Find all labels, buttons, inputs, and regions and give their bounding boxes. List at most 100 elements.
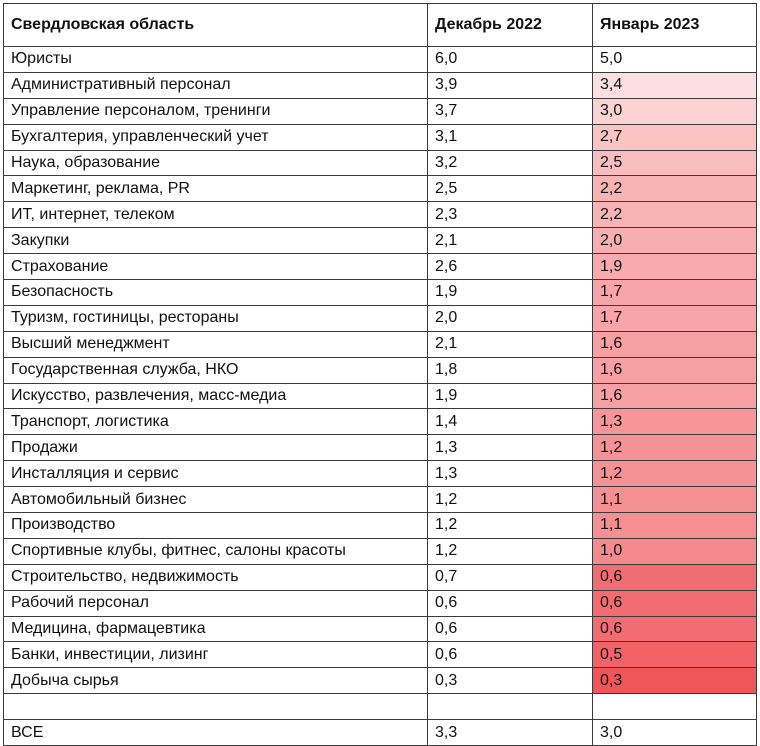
total-row: ВСЕ 3,3 3,0	[3, 719, 757, 746]
january-value: 2,0	[592, 227, 757, 255]
december-value: 0,3	[427, 667, 593, 695]
january-value: 2,2	[592, 175, 757, 203]
january-value: 1,1	[592, 486, 757, 514]
row-label: Рабочий персонал	[3, 589, 428, 617]
table-row: Высший менеджмент 2,1 1,6	[3, 330, 757, 358]
row-label: Юристы	[3, 46, 428, 73]
january-value: 1,0	[592, 537, 757, 565]
row-label: Маркетинг, реклама, PR	[3, 175, 428, 203]
january-value: 0,3	[592, 667, 757, 695]
header-row: Свердловская область Декабрь 2022 Январь…	[3, 3, 757, 47]
december-value: 3,7	[427, 97, 593, 125]
header-december-2022: Декабрь 2022	[427, 3, 593, 47]
january-value: 3,0	[592, 97, 757, 125]
january-value: 1,6	[592, 330, 757, 358]
table-row: Страхование 2,6 1,9	[3, 253, 757, 281]
blank-cell	[427, 693, 593, 721]
row-label: Продажи	[3, 434, 428, 462]
table-row: Административный персонал 3,9 3,4	[3, 71, 757, 99]
blank-cell	[592, 693, 757, 721]
december-value: 1,3	[427, 434, 593, 462]
january-value: 1,2	[592, 460, 757, 488]
row-label: Транспорт, логистика	[3, 408, 428, 436]
december-value: 2,1	[427, 227, 593, 255]
january-value: 3,4	[592, 71, 757, 99]
december-value: 1,2	[427, 537, 593, 565]
table-row: Транспорт, логистика 1,4 1,3	[3, 408, 757, 436]
table-row: Бухгалтерия, управленческий учет 3,1 2,7	[3, 123, 757, 151]
table-row: Автомобильный бизнес 1,2 1,1	[3, 486, 757, 514]
december-value: 3,9	[427, 71, 593, 99]
december-value: 1,4	[427, 408, 593, 436]
row-label: Бухгалтерия, управленческий учет	[3, 123, 428, 151]
row-label: Безопасность	[3, 279, 428, 306]
row-label: Высший менеджмент	[3, 330, 428, 358]
table-row: Юристы 6,0 5,0	[3, 46, 757, 73]
blank-row	[3, 693, 757, 721]
december-value: 0,6	[427, 641, 593, 669]
table-row: ИТ, интернет, телеком 2,3 2,2	[3, 201, 757, 229]
december-value: 1,8	[427, 356, 593, 384]
row-label: Государственная служба, НКО	[3, 356, 428, 384]
december-value: 0,6	[427, 589, 593, 617]
january-value: 0,6	[592, 589, 757, 617]
row-label: Спортивные клубы, фитнес, салоны красоты	[3, 537, 428, 565]
table-row: Маркетинг, реклама, PR 2,5 2,2	[3, 175, 757, 203]
table-row: Банки, инвестиции, лизинг 0,6 0,5	[3, 641, 757, 669]
december-value: 2,3	[427, 201, 593, 229]
row-label: Туризм, гостиницы, рестораны	[3, 304, 428, 332]
row-label: ИТ, интернет, телеком	[3, 201, 428, 229]
december-value: 2,6	[427, 253, 593, 281]
total-label: ВСЕ	[3, 719, 428, 746]
row-label: Медицина, фармацевтика	[3, 615, 428, 643]
december-value: 3,2	[427, 149, 593, 177]
row-label: Наука, образование	[3, 149, 428, 177]
table-row: Добыча сырья 0,3 0,3	[3, 667, 757, 695]
table-row: Производство 1,2 1,1	[3, 512, 757, 539]
january-value: 1,1	[592, 512, 757, 539]
row-label: Банки, инвестиции, лизинг	[3, 641, 428, 669]
row-label: Строительство, недвижимость	[3, 563, 428, 591]
table-row: Продажи 1,3 1,2	[3, 434, 757, 462]
table-row: Медицина, фармацевтика 0,6 0,6	[3, 615, 757, 643]
table-row: Государственная служба, НКО 1,8 1,6	[3, 356, 757, 384]
row-label: Управление персоналом, тренинги	[3, 97, 428, 125]
december-value: 2,1	[427, 330, 593, 358]
december-value: 1,2	[427, 486, 593, 514]
january-value: 2,7	[592, 123, 757, 151]
january-value: 1,7	[592, 279, 757, 306]
header-region: Свердловская область	[3, 3, 428, 47]
total-january-value: 3,0	[592, 719, 757, 746]
january-value: 2,2	[592, 201, 757, 229]
row-label: Страхование	[3, 253, 428, 281]
table-row: Рабочий персонал 0,6 0,6	[3, 589, 757, 617]
table-row: Строительство, недвижимость 0,7 0,6	[3, 563, 757, 591]
table-row: Туризм, гостиницы, рестораны 2,0 1,7	[3, 304, 757, 332]
december-value: 1,9	[427, 382, 593, 410]
table-body: Юристы 6,0 5,0 Административный персонал 3,9…	[3, 46, 757, 695]
january-value: 0,5	[592, 641, 757, 669]
january-value: 1,6	[592, 382, 757, 410]
january-value: 1,2	[592, 434, 757, 462]
table-row: Инсталляция и сервис 1,3 1,2	[3, 460, 757, 488]
december-value: 1,9	[427, 279, 593, 306]
january-value: 1,7	[592, 304, 757, 332]
table-row: Искусство, развлечения, масс-медиа 1,9 1,6	[3, 382, 757, 410]
header-january-2023: Январь 2023	[592, 3, 757, 47]
row-label: Искусство, развлечения, масс-медиа	[3, 382, 428, 410]
row-label: Производство	[3, 512, 428, 539]
january-value: 2,5	[592, 149, 757, 177]
january-value: 1,9	[592, 253, 757, 281]
row-label: Закупки	[3, 227, 428, 255]
table-row: Спортивные клубы, фитнес, салоны красоты…	[3, 537, 757, 565]
december-value: 2,0	[427, 304, 593, 332]
january-value: 1,3	[592, 408, 757, 436]
blank-cell	[3, 693, 428, 721]
december-value: 0,7	[427, 563, 593, 591]
table-row: Управление персоналом, тренинги 3,7 3,0	[3, 97, 757, 125]
december-value: 1,2	[427, 512, 593, 539]
total-december-value: 3,3	[427, 719, 593, 746]
table-row: Безопасность 1,9 1,7	[3, 279, 757, 306]
december-value: 3,1	[427, 123, 593, 151]
january-value: 0,6	[592, 563, 757, 591]
